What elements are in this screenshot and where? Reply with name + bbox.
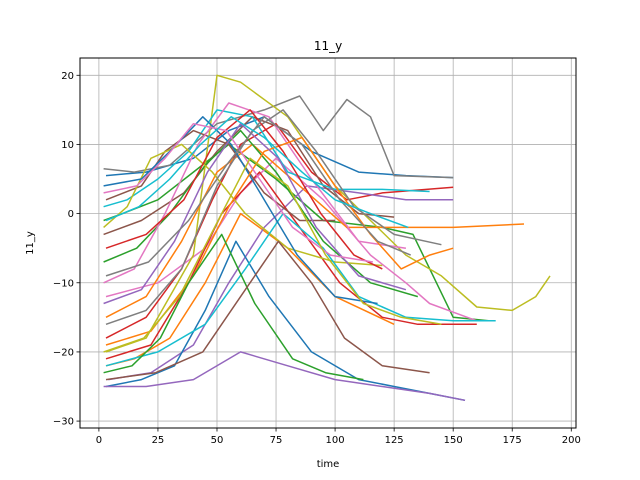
series-line-15 — [103, 351, 466, 402]
x-tick-label: 50 — [211, 435, 224, 446]
axis-ticks: 0 25 50 75 100 125 150 175 200 −30 −20 −10 0 10 20 — [53, 71, 581, 446]
series-line-30 — [105, 116, 409, 229]
series-line-20 — [105, 212, 496, 367]
x-tick-label: 125 — [385, 435, 404, 446]
series-line-8 — [103, 95, 454, 179]
series-line-11 — [105, 240, 466, 402]
x-tick-label: 0 — [96, 435, 102, 446]
series-line-25 — [103, 122, 407, 305]
y-axis-title: 11_y — [25, 231, 36, 255]
chart-title: 11_y — [314, 39, 342, 53]
series-line-5 — [108, 185, 454, 381]
series-line-12 — [105, 143, 525, 318]
x-tick-label: 200 — [562, 435, 581, 446]
y-tick-label: −30 — [53, 417, 74, 428]
series-line-3 — [103, 143, 489, 322]
series-line-19 — [103, 143, 383, 267]
y-tick-label: 20 — [61, 71, 74, 82]
series-line-21 — [103, 116, 378, 305]
x-tick-label: 25 — [152, 435, 165, 446]
x-tick-label: 175 — [503, 435, 522, 446]
series-line-16 — [105, 129, 336, 222]
y-tick-label: −10 — [53, 278, 74, 289]
x-tick-label: 100 — [326, 435, 345, 446]
y-tick-label: −20 — [53, 347, 74, 358]
x-tick-label: 75 — [270, 435, 283, 446]
x-tick-label: 150 — [444, 435, 463, 446]
series-line-13 — [103, 129, 419, 298]
series-line-22 — [105, 136, 454, 346]
series-group — [103, 74, 551, 402]
series-line-28 — [105, 116, 411, 277]
series-line-24 — [105, 109, 383, 270]
series-line-26 — [105, 240, 430, 381]
series-line-17 — [103, 102, 407, 284]
series-line-29 — [103, 157, 442, 353]
plot-frame — [79, 57, 577, 429]
x-axis-title: time — [317, 459, 340, 470]
y-tick-label: 10 — [61, 140, 74, 151]
series-line-10 — [103, 109, 430, 208]
series-line-14 — [105, 171, 477, 360]
series-line-23 — [103, 233, 364, 381]
series-line-27 — [103, 122, 374, 263]
y-tick-label: 0 — [68, 209, 74, 220]
